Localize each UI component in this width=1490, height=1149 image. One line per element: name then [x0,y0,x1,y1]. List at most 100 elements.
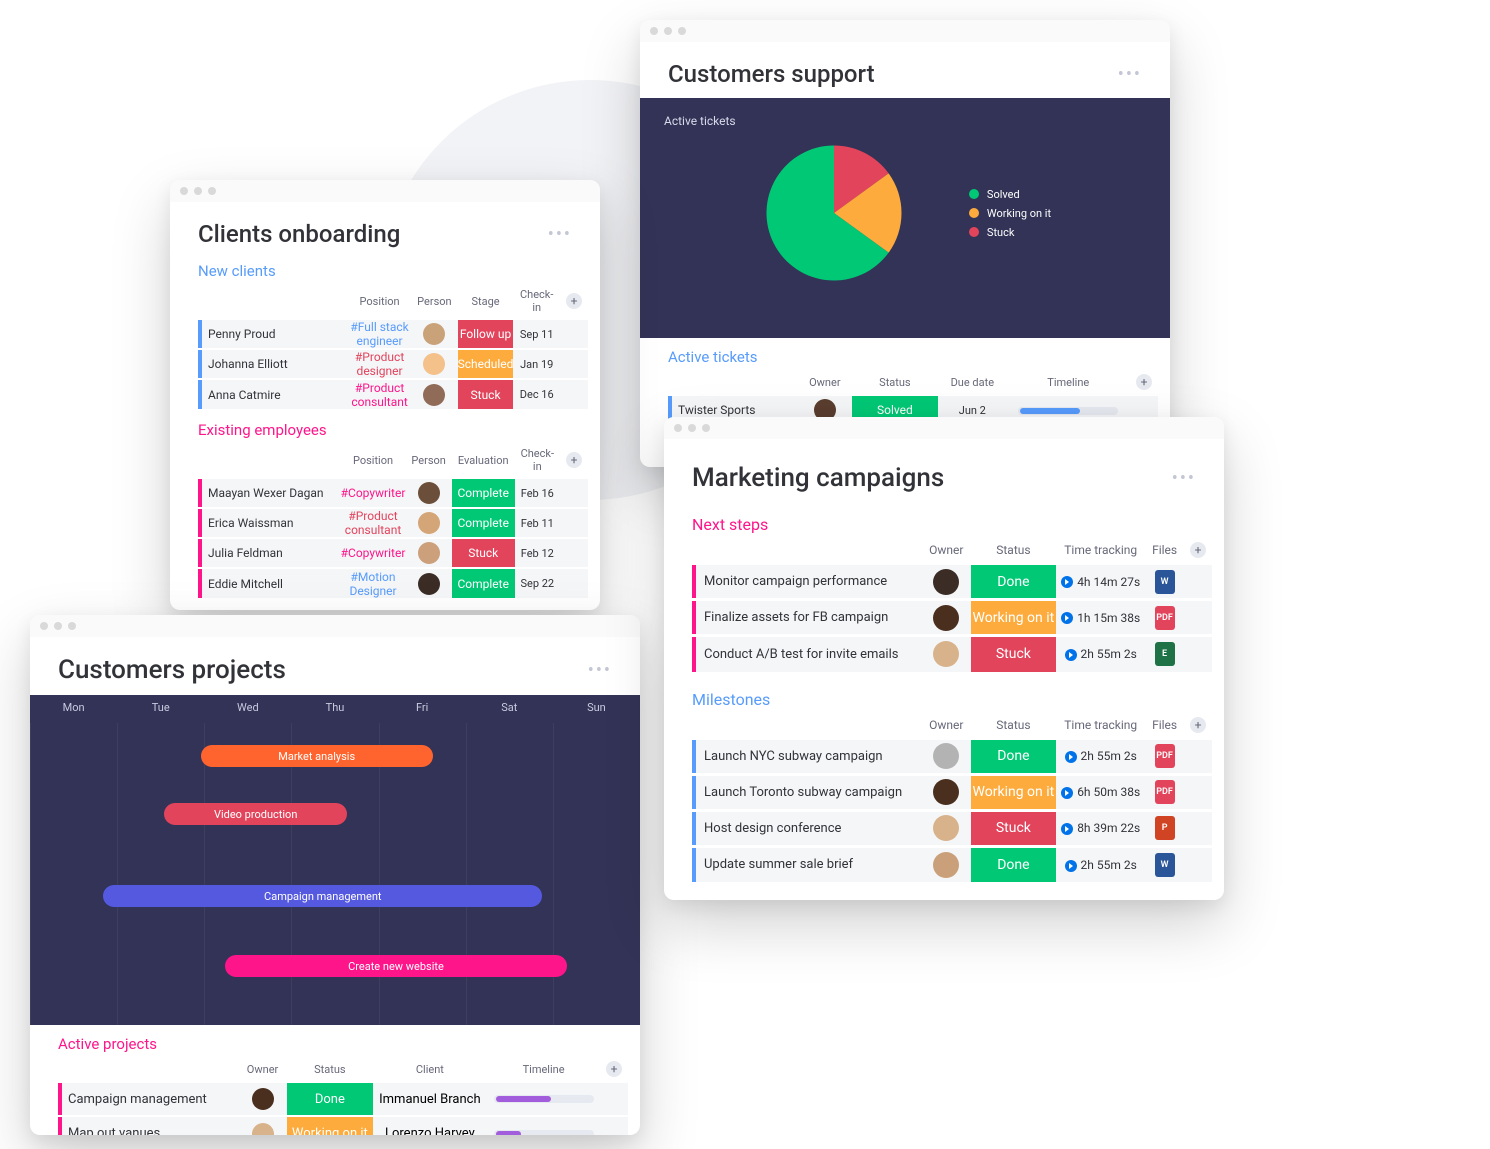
item-name[interactable]: Finalize assets for FB campaign [692,600,922,636]
table-row[interactable]: Host design conferenceStuck8h 39m 22sP [692,810,1212,846]
status-cell[interactable]: Follow up [458,320,514,348]
board-menu-icon[interactable]: ••• [1118,64,1142,85]
table-row[interactable]: Launch Toronto subway campaign Working on… [692,774,1212,810]
play-icon[interactable] [1065,649,1077,661]
group-title[interactable]: Existing employees [198,421,600,439]
board-menu-icon[interactable]: ••• [588,660,612,681]
gantt-bar[interactable]: Create new website [225,955,567,977]
column-header[interactable]: Files [1145,713,1184,739]
status-cell[interactable]: Complete [452,509,515,537]
board-menu-icon[interactable]: ••• [548,224,572,245]
gantt-bar[interactable]: Market analysis [201,745,433,767]
column-header[interactable]: Status [971,538,1057,564]
play-icon[interactable] [1065,860,1077,872]
table-row[interactable]: Monitor campaign performance Done4h 14m 2… [692,564,1212,600]
group-title[interactable]: Active tickets [668,348,1170,366]
play-icon[interactable] [1065,751,1077,763]
item-name[interactable]: Monitor campaign performance [692,564,922,600]
time-tracking-cell[interactable]: 4h 14m 27s [1056,564,1145,600]
file-icon[interactable]: PDF [1155,606,1175,630]
date-cell[interactable]: Jan 19 [513,349,560,379]
file-icon[interactable]: W [1155,853,1175,877]
table-row[interactable]: Conduct A/B test for invite emailsStuck2… [692,636,1212,672]
column-header[interactable]: Person [405,443,451,478]
add-column-icon[interactable]: + [566,452,582,468]
position-tag[interactable]: #Motion Designer [349,570,396,598]
play-icon[interactable] [1061,823,1073,835]
avatar[interactable] [933,743,959,769]
add-column-icon[interactable]: + [1190,542,1206,558]
table-row[interactable]: Johanna Elliott#Product designerSchedule… [198,349,588,379]
column-header[interactable]: Check-in [513,284,560,319]
play-icon[interactable] [1061,576,1073,588]
avatar[interactable] [933,815,959,841]
table-row[interactable]: Update summer sale briefDone2h 55m 2sW [692,846,1212,882]
item-name[interactable]: Johanna Elliott [198,349,348,379]
file-icon[interactable]: PDF [1155,780,1175,804]
column-header[interactable]: Status [852,370,938,395]
time-tracking-cell[interactable]: 6h 50m 38s [1056,774,1145,810]
avatar[interactable] [252,1123,274,1136]
position-tag[interactable]: #Copywriter [341,546,406,560]
item-name[interactable]: Maayan Wexer Dagan [198,478,341,508]
file-icon[interactable]: PDF [1155,744,1175,768]
item-name[interactable]: Launch NYC subway campaign [692,738,922,774]
timeline-cell[interactable] [494,1130,594,1135]
time-tracking-cell[interactable]: 1h 15m 38s [1056,600,1145,636]
column-header[interactable]: Status [971,713,1057,739]
item-name[interactable]: Erica Waissman [198,508,341,538]
client-cell[interactable]: Immanuel Branch [373,1082,488,1116]
play-icon[interactable] [1061,612,1073,624]
column-header[interactable]: Files [1145,538,1184,564]
table-row[interactable]: Launch NYC subway campaign Done2h 55m 2s P… [692,738,1212,774]
item-name[interactable]: Campaign management [58,1082,238,1116]
group-title[interactable]: Next steps [692,515,1224,534]
status-cell[interactable]: Done [287,1083,373,1115]
table-row[interactable]: Maayan Wexer Dagan#CopywriterCompleteFeb… [198,478,588,508]
column-header[interactable]: Person [411,284,457,319]
date-cell[interactable]: Feb 16 [515,478,560,508]
add-column-icon[interactable]: + [1136,374,1152,390]
column-header[interactable]: Check-in [515,443,560,478]
position-tag[interactable]: #Product consultant [351,381,407,409]
column-header[interactable]: Owner [922,538,971,564]
item-name[interactable]: Conduct A/B test for invite emails [692,636,922,672]
play-icon[interactable] [1061,787,1073,799]
time-tracking-cell[interactable]: 2h 55m 2s [1056,846,1145,882]
column-header[interactable]: Evaluation [452,443,515,478]
status-cell[interactable]: Done [971,740,1057,773]
date-cell[interactable]: Feb 12 [515,538,560,568]
status-cell[interactable]: Done [971,565,1057,598]
status-cell[interactable]: Done [971,848,1057,883]
column-header[interactable]: Client [373,1057,488,1082]
table-row[interactable]: Campaign management DoneImmanuel Branch [58,1082,628,1116]
column-header[interactable]: Position [341,443,406,478]
status-cell[interactable]: Stuck [458,380,514,409]
table-row[interactable]: Julia Feldman#CopywriterStuckFeb 12 [198,538,588,568]
timeline-cell[interactable] [494,1095,594,1103]
column-header[interactable]: Time tracking [1056,538,1145,564]
time-tracking-cell[interactable]: 2h 55m 2s [1056,738,1145,774]
status-cell[interactable]: Stuck [452,539,515,567]
table-row[interactable]: Map out vanuesWorking on itLorenzo Harve… [58,1116,628,1135]
column-header[interactable]: Time tracking [1056,713,1145,739]
item-name[interactable]: Anna Catmire [198,379,348,409]
timeline-cell[interactable] [1018,407,1118,415]
status-cell[interactable]: Working on it [971,776,1057,809]
item-name[interactable]: Host design conference [692,810,922,846]
column-header[interactable]: Due date [938,370,1006,395]
column-header[interactable]: Position [348,284,411,319]
avatar[interactable] [933,779,959,805]
avatar[interactable] [933,852,959,878]
status-cell[interactable]: Scheduled [458,350,514,378]
add-column-icon[interactable]: + [606,1061,622,1077]
avatar[interactable] [418,573,440,595]
position-tag[interactable]: #Full stack engineer [350,320,408,348]
avatar[interactable] [933,569,959,595]
client-cell[interactable]: Lorenzo Harvey [373,1116,488,1135]
table-row[interactable]: Penny Proud#Full stack engineerFollow up… [198,319,588,349]
table-row[interactable]: Finalize assets for FB campaignWorking o… [692,600,1212,636]
item-name[interactable]: Launch Toronto subway campaign [692,774,922,810]
column-header[interactable]: Stage [458,284,514,319]
item-name[interactable]: Eddie Mitchell [198,568,341,598]
